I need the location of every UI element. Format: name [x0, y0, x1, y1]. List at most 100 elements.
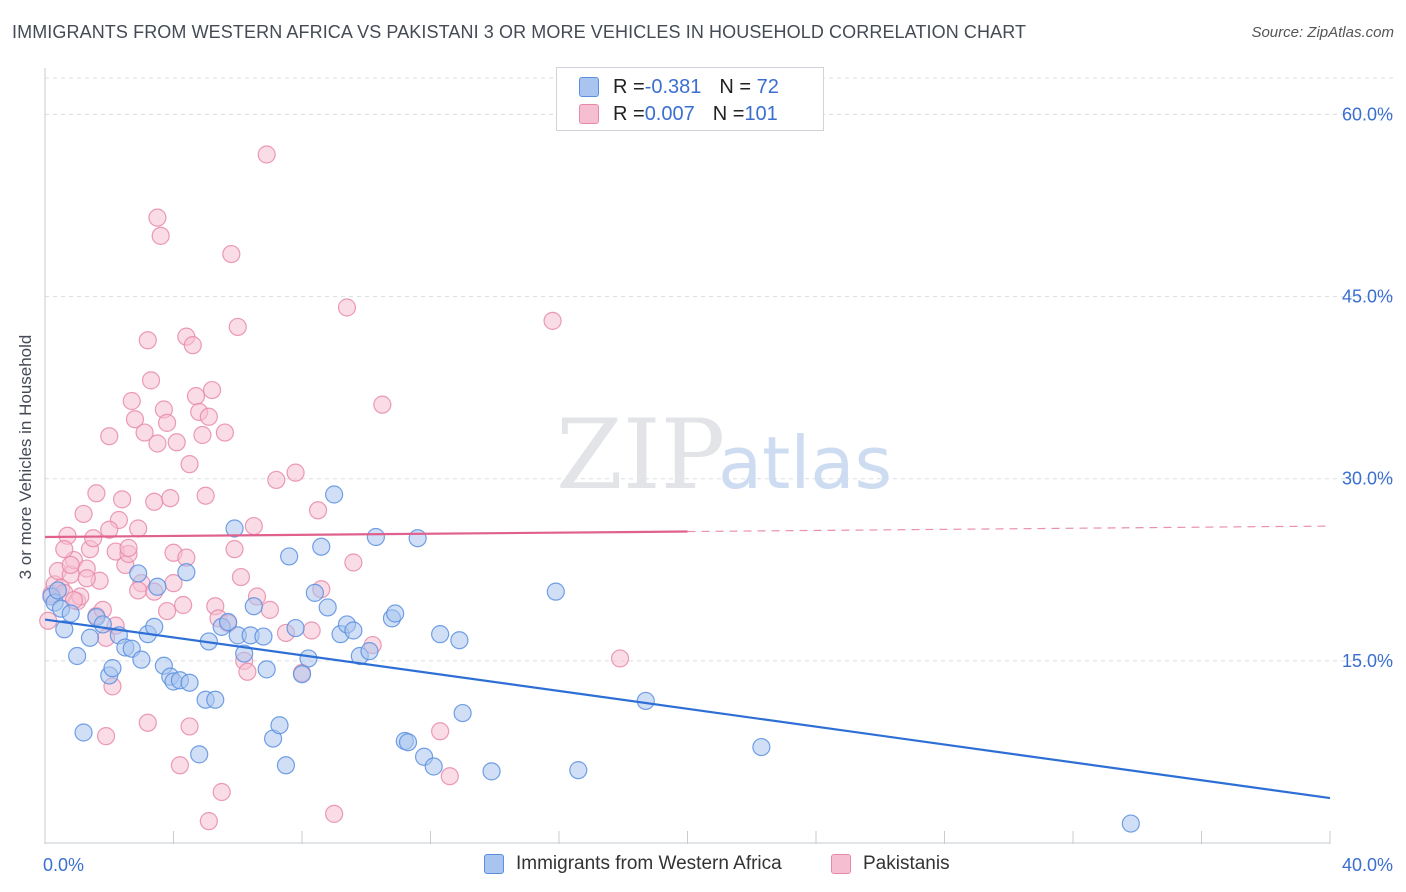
pakistani-point: [228, 317, 247, 337]
western-africa-point: [546, 582, 565, 601]
western-africa-point: [292, 665, 312, 684]
y-tick-label: 30.0%: [1342, 469, 1393, 489]
pakistani-point: [212, 782, 231, 802]
pakistani-point: [174, 595, 193, 615]
western-africa-point: [398, 733, 418, 752]
western-africa-point: [1121, 814, 1140, 833]
western-africa-point: [752, 737, 771, 757]
pakistani-point: [129, 581, 148, 600]
western-africa-point: [386, 604, 405, 623]
chart-title: IMMIGRANTS FROM WESTERN AFRICA VS PAKIST…: [12, 22, 1027, 42]
western-africa-point: [424, 757, 443, 776]
legend-r-label: R =: [613, 75, 645, 98]
western-africa-point: [225, 519, 244, 538]
pakistani-point: [222, 244, 241, 264]
western-africa-point: [257, 660, 276, 679]
pakistani-point: [125, 410, 145, 429]
legend-n-value: 101: [744, 102, 778, 125]
pakistani-trendline-dashed: [687, 525, 1331, 533]
pakistani-point: [267, 470, 286, 490]
x-tick-label: 40.0%: [1342, 855, 1393, 875]
legend-n-value: 72: [751, 75, 779, 98]
legend-r-value: -0.381: [644, 75, 702, 98]
axes: [44, 68, 1331, 844]
pakistani-point: [138, 713, 157, 732]
legend-n-label: N =: [712, 102, 745, 125]
pakistani-point: [87, 484, 106, 503]
watermark-atlas: atlas: [718, 421, 892, 505]
western-africa-point: [450, 631, 469, 650]
pakistani-point: [286, 463, 305, 482]
y-tick-label: 15.0%: [1342, 651, 1393, 671]
pakistani-point: [145, 492, 164, 511]
pakistani-point: [440, 767, 459, 786]
watermark: ZIP atlas: [556, 399, 892, 511]
western-africa-point: [61, 604, 80, 623]
pakistani-point: [202, 380, 222, 400]
legend-row-western-africa: R = -0.381 N = 72: [579, 74, 779, 100]
pakistani-point: [238, 662, 257, 681]
trend-lines: [44, 525, 1331, 800]
western-africa-trendline: [44, 618, 1331, 800]
western-africa-point: [129, 564, 148, 583]
pakistani-point: [100, 520, 119, 539]
pakistani-point: [344, 553, 363, 572]
western-africa-point: [103, 659, 122, 678]
pakistani-point: [183, 336, 202, 355]
y-axis-label: 3 or more Vehicles in Household: [16, 334, 35, 580]
western-africa-point: [190, 745, 209, 764]
western-africa-point: [55, 620, 74, 639]
pakistani-point: [186, 387, 206, 406]
legend-item-pakistanis[interactable]: Pakistanis: [831, 852, 950, 876]
western-africa-point: [344, 621, 363, 640]
pakistani-trendline: [44, 530, 688, 539]
pakistani-point: [157, 413, 177, 432]
western-africa-point: [636, 691, 655, 711]
western-africa-point: [408, 529, 427, 548]
pakistani-point: [167, 433, 186, 452]
western-africa-point: [318, 598, 337, 617]
pakistani-point: [148, 208, 167, 227]
western-africa-point: [244, 597, 263, 616]
pakistani-point: [74, 504, 93, 524]
western-africa-point: [286, 618, 305, 638]
pakistani-point: [180, 455, 199, 474]
pakistani-point: [55, 540, 74, 559]
blue-swatch-icon: [484, 854, 504, 874]
western-africa-point: [74, 723, 93, 742]
western-africa-point: [177, 563, 196, 582]
pakistani-point: [196, 486, 215, 505]
tick-labels: 15.0% 30.0% 45.0% 60.0% 0.0% 40.0%: [43, 104, 1393, 875]
pakistani-point: [260, 600, 279, 619]
pakistani-point: [244, 516, 263, 536]
pakistani-point: [231, 567, 251, 587]
pakistani-point: [96, 727, 116, 746]
western-africa-point: [360, 642, 379, 661]
legend-row-pakistanis: R = 0.007 N = 101: [579, 101, 778, 127]
pink-swatch-icon: [831, 854, 851, 874]
pakistani-point: [180, 717, 199, 736]
western-africa-point: [325, 485, 344, 504]
pakistani-point: [157, 601, 177, 621]
pakistani-point: [199, 812, 218, 831]
western-africa-point: [219, 612, 238, 632]
pakistani-point: [77, 569, 96, 588]
pakistani-point: [543, 311, 562, 330]
pakistani-point: [325, 804, 344, 823]
legend-item-western-africa[interactable]: Immigrants from Western Africa: [484, 852, 782, 876]
blue-swatch-icon: [579, 77, 599, 97]
legend-label-western-africa: Immigrants from Western Africa: [516, 853, 782, 874]
western-africa-point: [148, 577, 167, 596]
western-africa-point: [270, 716, 289, 735]
pakistani-point: [151, 226, 170, 245]
western-africa-point: [48, 581, 67, 600]
pakistani-point: [225, 540, 244, 559]
western-africa-point: [280, 547, 299, 566]
pakistani-point: [431, 722, 450, 741]
data-points: [39, 145, 1140, 833]
pakistani-point: [135, 423, 154, 442]
western-africa-point: [206, 690, 225, 709]
pakistani-point: [257, 145, 276, 164]
western-africa-point: [431, 625, 450, 644]
pakistani-point: [308, 501, 328, 520]
